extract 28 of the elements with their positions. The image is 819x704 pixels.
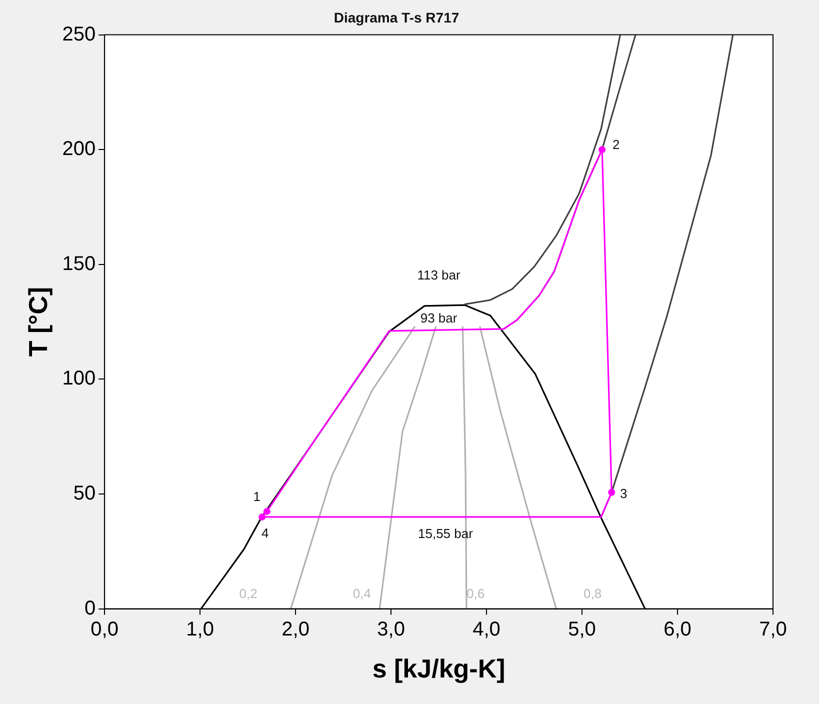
annotation: 1	[253, 489, 261, 504]
annotation: 113 bar	[417, 267, 462, 282]
y-tick-label: 100	[62, 368, 96, 390]
y-axis-title: T [°C]	[22, 286, 53, 357]
x-tick-label: 1,0	[186, 618, 214, 640]
y-tick-label: 200	[62, 138, 96, 160]
chart-title: Diagrama T-s R717	[334, 9, 460, 26]
y-tick-label: 50	[73, 482, 96, 505]
x-axis-title: s [kJ/kg-K]	[372, 654, 506, 684]
y-tick-label: 250	[62, 23, 96, 46]
x-tick-label: 3,0	[377, 618, 405, 640]
x-tick-label: 4,0	[472, 618, 500, 640]
annotation: 0,2	[239, 586, 258, 602]
x-tick-label: 5,0	[568, 618, 596, 640]
x-tick-label: 6,0	[664, 618, 692, 640]
annotation: 0,8	[583, 586, 602, 602]
annotation: 4	[262, 526, 269, 541]
y-tick-label: 0	[84, 597, 96, 620]
x-tick-label: 2,0	[282, 618, 310, 640]
annotation: 0,4	[352, 586, 371, 602]
x-tick-label: 0,0	[90, 618, 118, 640]
annotation: 3	[620, 486, 628, 501]
annotation: 93 bar	[420, 310, 458, 326]
annotation: 0,6	[466, 586, 485, 602]
annotation: 15,55 bar	[418, 526, 474, 541]
annotation: 2	[612, 137, 620, 152]
x-tick-label: 7,0	[759, 618, 787, 640]
y-tick-label: 150	[62, 252, 96, 275]
